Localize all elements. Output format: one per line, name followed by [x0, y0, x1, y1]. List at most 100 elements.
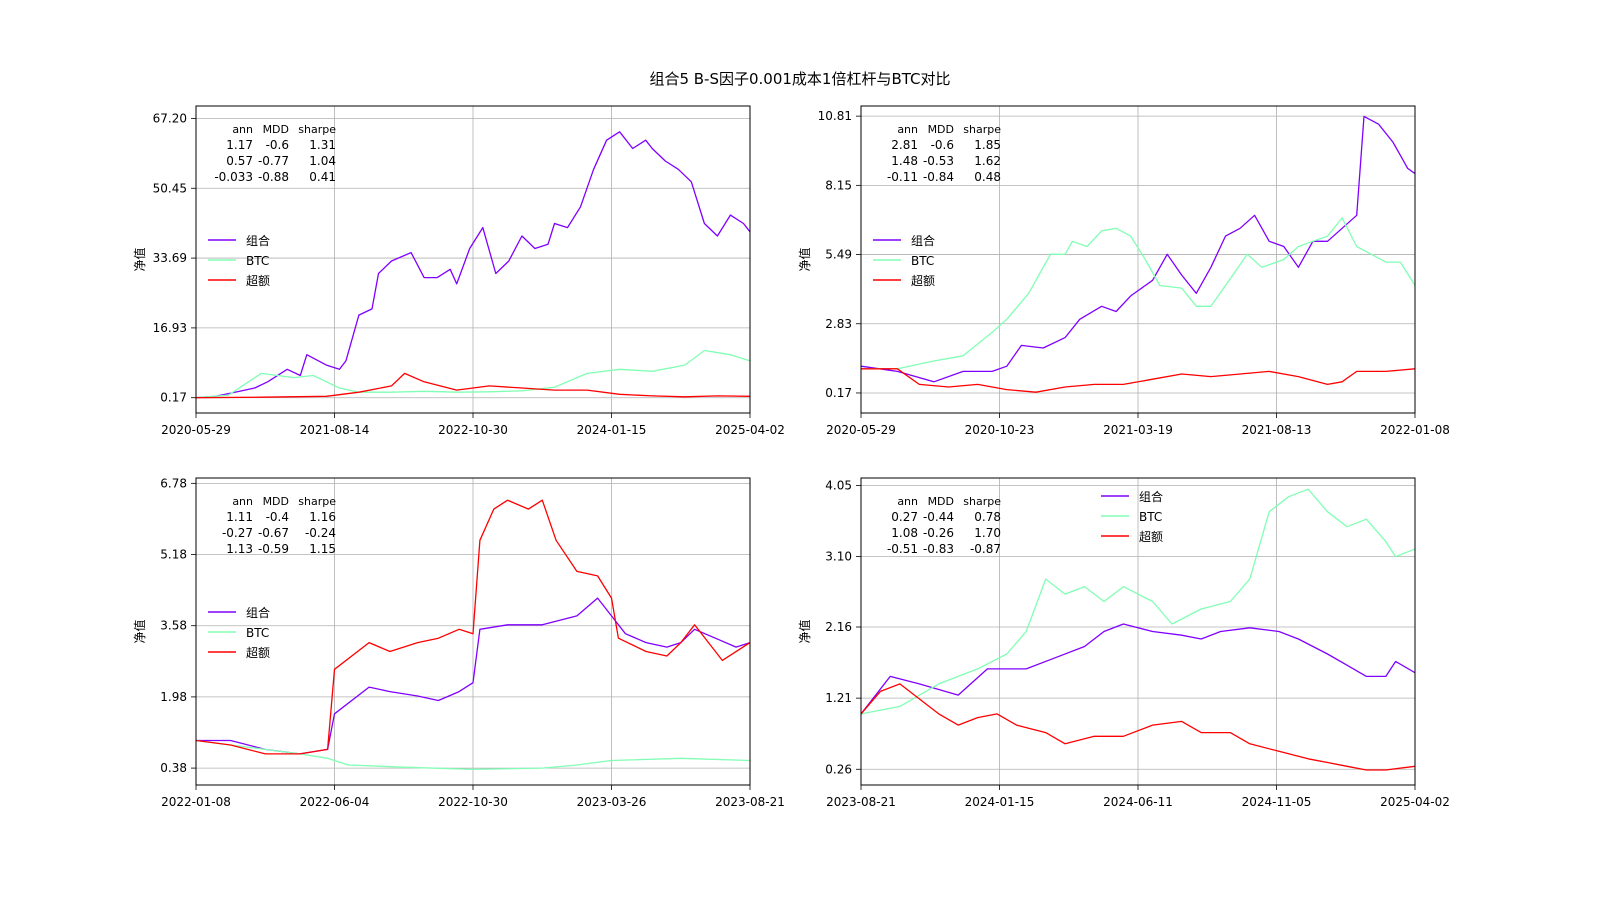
- stats-cell: -0.033: [214, 170, 253, 184]
- x-tick-label: 2022-01-08: [1380, 423, 1450, 437]
- y-tick-label: 0.26: [825, 762, 852, 776]
- stats-header: MDD: [263, 495, 289, 508]
- plot-frame: [195, 105, 751, 414]
- x-tick-label: 2022-06-04: [300, 795, 370, 809]
- y-tick-label: 0.17: [825, 386, 852, 400]
- stats-cell: -0.51: [887, 542, 918, 556]
- stats-cell: 1.11: [226, 510, 253, 524]
- y-tick-label: 4.05: [825, 478, 852, 492]
- stats-header: ann: [897, 123, 918, 136]
- stats-cell: -0.83: [923, 542, 954, 556]
- x-tick-label: 2025-04-02: [1380, 795, 1450, 809]
- chart-panel-4: 2023-08-21 2024-01-15 2024-06-11 2024-11-05…: [797, 477, 1450, 809]
- stats-cell: -0.88: [258, 170, 289, 184]
- x-tick-label: 2020-10-23: [965, 423, 1035, 437]
- stats-cell: -0.87: [970, 542, 1001, 556]
- stats-cell: -0.44: [923, 510, 954, 524]
- plot-frame: [195, 477, 751, 786]
- stats-cell: -0.84: [923, 170, 954, 184]
- series-line-2: [196, 349, 750, 399]
- legend-label: 组合: [911, 233, 935, 248]
- plot-frame: [860, 105, 1416, 414]
- x-tick-label: 2021-03-19: [1103, 423, 1173, 437]
- chart-panel-1: 2020-05-29 2021-08-14 2022-10-30 2024-01-15…: [132, 105, 785, 437]
- stats-cell: 1.17: [226, 138, 253, 152]
- stats-cell: -0.6: [931, 138, 954, 152]
- stats-header: MDD: [928, 495, 954, 508]
- x-tick-label: 2021-08-13: [1242, 423, 1312, 437]
- stats-cell: 0.57: [226, 154, 253, 168]
- y-tick-label: 6.78: [160, 476, 187, 490]
- chart-panel-2: 2020-05-29 2020-10-23 2021-03-19 2021-08-13…: [797, 105, 1450, 437]
- stats-cell: 0.78: [974, 510, 1001, 524]
- series-line-3: [861, 368, 1415, 393]
- stats-cell: -0.53: [923, 154, 954, 168]
- stats-cell: 1.70: [974, 526, 1001, 540]
- y-tick-label: 1.21: [825, 691, 852, 705]
- series-line-3: [196, 372, 750, 399]
- y-tick-label: 2.16: [825, 620, 852, 634]
- stats-cell: 1.16: [309, 510, 336, 524]
- stats-header: ann: [897, 495, 918, 508]
- y-tick-label: 33.69: [153, 251, 187, 265]
- x-tick-label: 2022-10-30: [438, 795, 508, 809]
- y-tick-label: 8.15: [825, 178, 852, 192]
- x-tick-label: 2023-08-21: [826, 795, 896, 809]
- stats-cell: 0.41: [309, 170, 336, 184]
- stats-header: sharpe: [298, 123, 336, 136]
- x-tick-label: 2022-01-08: [161, 795, 231, 809]
- y-tick-label: 3.10: [825, 550, 852, 564]
- stats-cell: -0.6: [266, 138, 289, 152]
- y-axis-label: 净值: [132, 247, 147, 271]
- legend-label: 组合: [246, 605, 270, 620]
- x-tick-label: 2023-03-26: [577, 795, 647, 809]
- series-line-2: [196, 739, 750, 771]
- stats-cell: 1.31: [309, 138, 336, 152]
- stats-cell: 1.48: [891, 154, 918, 168]
- series-line-2: [861, 217, 1415, 370]
- y-tick-label: 50.45: [153, 181, 187, 195]
- legend-label: 超额: [246, 273, 270, 288]
- series-line-1: [861, 623, 1415, 715]
- legend-label: BTC: [911, 254, 934, 268]
- x-tick-label: 2023-08-21: [715, 795, 785, 809]
- y-tick-label: 0.17: [160, 391, 187, 405]
- legend-label: BTC: [246, 254, 269, 268]
- x-tick-label: 2024-06-11: [1103, 795, 1173, 809]
- x-tick-label: 2020-05-29: [826, 423, 896, 437]
- x-tick-label: 2024-11-05: [1242, 795, 1312, 809]
- stats-cell: -0.27: [222, 526, 253, 540]
- stats-cell: 1.15: [309, 542, 336, 556]
- x-tick-label: 2021-08-14: [300, 423, 370, 437]
- y-tick-label: 1.98: [160, 690, 187, 704]
- legend-label: 组合: [1139, 489, 1163, 504]
- x-tick-label: 2024-01-15: [577, 423, 647, 437]
- stats-header: ann: [232, 495, 253, 508]
- stats-cell: 0.27: [891, 510, 918, 524]
- stats-cell: -0.77: [258, 154, 289, 168]
- series-line-2: [861, 488, 1415, 715]
- stats-header: sharpe: [963, 495, 1001, 508]
- legend-label: 超额: [1139, 529, 1163, 544]
- y-tick-label: 0.38: [160, 761, 187, 775]
- stats-header: MDD: [263, 123, 289, 136]
- legend-label: BTC: [246, 626, 269, 640]
- x-tick-label: 2022-10-30: [438, 423, 508, 437]
- legend-label: 超额: [911, 273, 935, 288]
- series-line-3: [861, 683, 1415, 771]
- series-line-1: [861, 115, 1415, 383]
- y-tick-label: 2.83: [825, 317, 852, 331]
- stats-cell: 0.48: [974, 170, 1001, 184]
- legend-label: 组合: [246, 233, 270, 248]
- x-tick-label: 2020-05-29: [161, 423, 231, 437]
- y-tick-label: 67.20: [153, 111, 187, 125]
- x-tick-label: 2025-04-02: [715, 423, 785, 437]
- stats-cell: 2.81: [891, 138, 918, 152]
- stats-cell: -0.24: [305, 526, 336, 540]
- y-tick-label: 5.18: [160, 548, 187, 562]
- x-tick-label: 2024-01-15: [965, 795, 1035, 809]
- stats-cell: 1.08: [891, 526, 918, 540]
- y-tick-label: 16.93: [153, 321, 187, 335]
- figure-title: 组合5 B-S因子0.001成本1倍杠杆与BTC对比: [649, 70, 951, 88]
- legend-label: BTC: [1139, 510, 1162, 524]
